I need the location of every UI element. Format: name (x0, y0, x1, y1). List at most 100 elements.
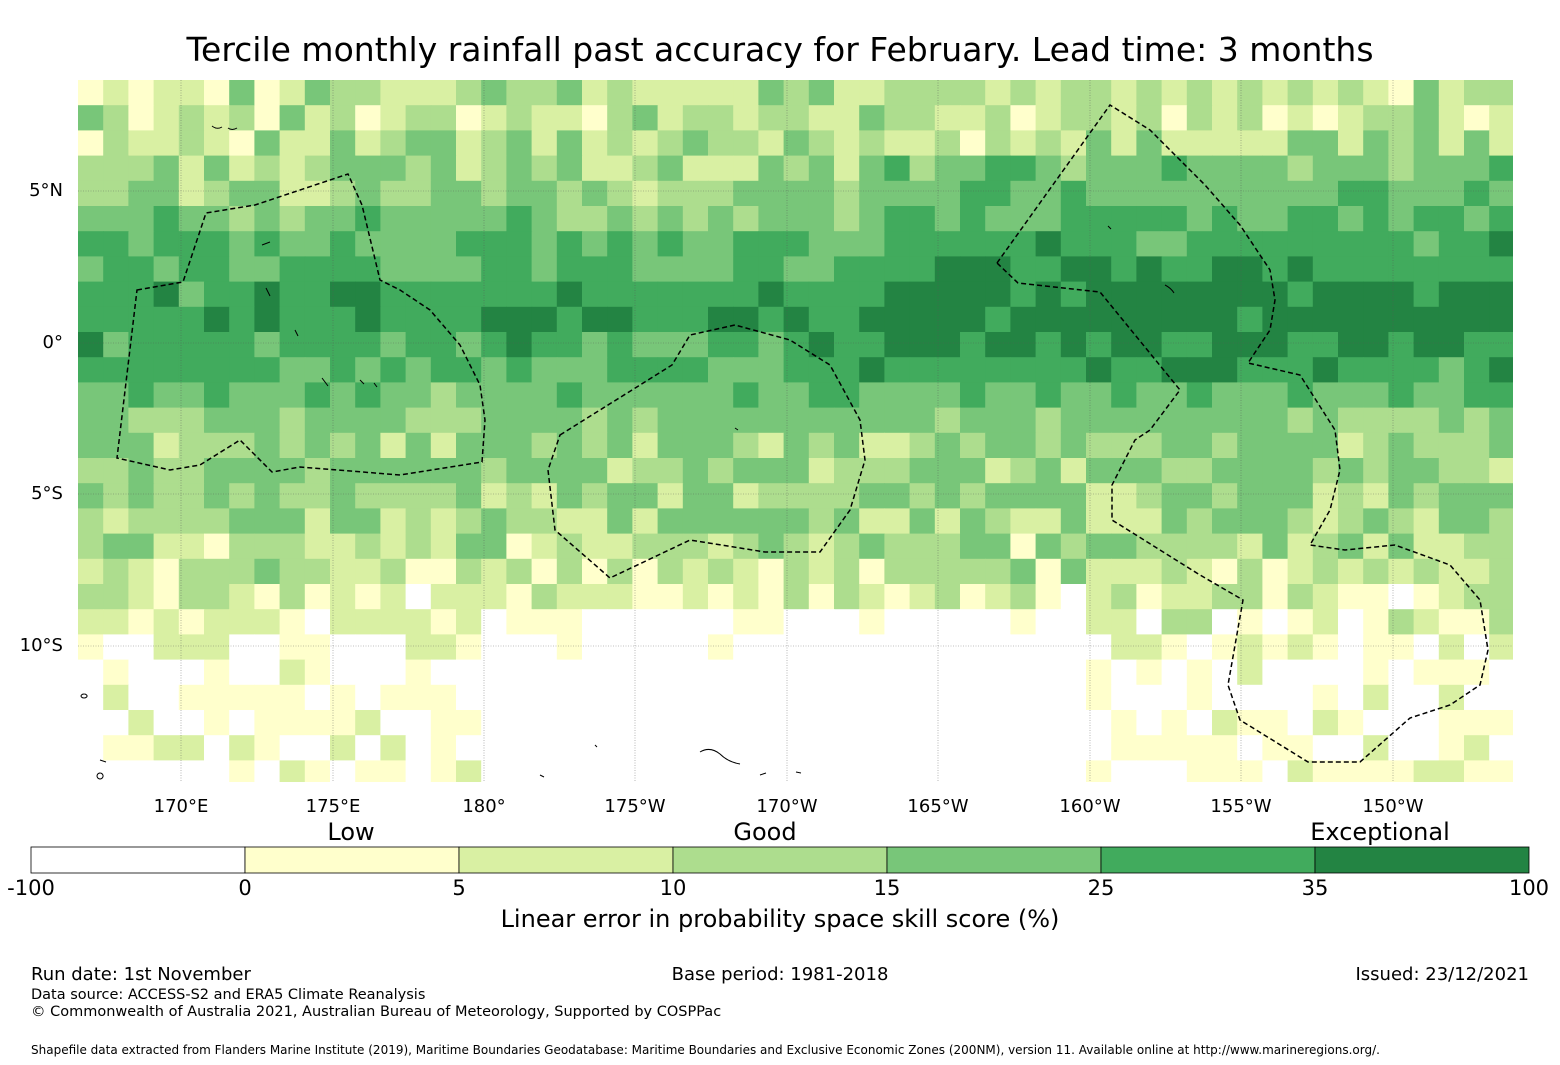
skill-cell (1111, 281, 1137, 308)
skill-cell (204, 609, 230, 635)
skill-cell (1312, 659, 1339, 686)
skill-cell (229, 508, 255, 535)
skill-cell (884, 634, 911, 661)
skill-cell (1086, 155, 1112, 182)
skill-cell (304, 558, 331, 585)
skill-cell (632, 558, 659, 585)
skill-cell (985, 710, 1011, 736)
skill-cell (204, 180, 230, 207)
skill-cell (1464, 357, 1490, 383)
skill-cell (153, 558, 180, 585)
skill-cell (682, 256, 709, 283)
skill-cell (708, 735, 734, 761)
skill-cell (808, 357, 835, 383)
skill-cell (1464, 407, 1490, 434)
skill-cell (279, 180, 306, 207)
skill-cell (355, 508, 381, 535)
skill-cell (506, 432, 533, 459)
skill-cell (78, 458, 104, 484)
skill-cell (405, 256, 432, 283)
skill-cell (960, 357, 986, 383)
skill-cell (1212, 180, 1238, 207)
lon-label-150w: 150°W (1362, 796, 1424, 817)
skill-cell (909, 382, 936, 409)
skill-cell (153, 659, 180, 686)
skill-cell (405, 180, 432, 207)
skill-cell (128, 206, 155, 232)
lon-label-180: 180° (462, 796, 506, 817)
skill-cell (128, 609, 155, 635)
skill-cell (834, 281, 860, 308)
skill-cell (607, 735, 633, 761)
skill-cell (153, 710, 180, 736)
skill-cell (1161, 684, 1188, 711)
skill-cell (103, 256, 129, 283)
skill-cell (960, 659, 986, 686)
skill-cell (1086, 458, 1112, 484)
skill-cell (1035, 760, 1062, 782)
skill-cell (1212, 584, 1238, 610)
skill-cell (178, 382, 205, 409)
skill-cell (405, 105, 432, 131)
lon-label-170e: 170°E (153, 796, 209, 817)
skill-cell (355, 407, 381, 434)
skill-cell (456, 80, 482, 106)
skill-cell (733, 432, 759, 459)
skill-cell (1438, 634, 1465, 661)
skill-cell (380, 483, 407, 509)
skill-cell (909, 332, 936, 358)
skill-cell (330, 432, 356, 459)
skill-cell (229, 533, 255, 560)
skill-cell (632, 407, 659, 434)
skill-cell (859, 735, 885, 761)
skill-cell (229, 256, 255, 283)
skill-cell (254, 80, 281, 106)
issued-date: Issued: 23/12/2021 (1355, 964, 1529, 985)
skill-cell (783, 483, 810, 509)
skill-cell (607, 407, 633, 434)
coastlines (80, 125, 1175, 780)
skill-cell (960, 256, 986, 283)
skill-cell (783, 130, 810, 157)
skill-cell (178, 130, 205, 157)
skill-cell (834, 735, 860, 761)
skill-cell (808, 206, 835, 232)
skill-cell (1489, 710, 1513, 736)
skill-cell (380, 382, 407, 409)
skill-cell (1438, 735, 1465, 761)
skill-cell (934, 508, 961, 535)
skill-cell (531, 634, 558, 661)
skill-cell (229, 105, 255, 131)
skill-cell (1035, 80, 1062, 106)
skill-cell (1413, 231, 1440, 257)
skill-cell (632, 508, 659, 535)
skill-cell (1186, 130, 1213, 157)
skill-cell (909, 407, 936, 434)
skill-cell (1388, 105, 1415, 131)
skill-cell (1161, 483, 1188, 509)
skill-cell (1388, 508, 1415, 535)
skill-cell (1388, 634, 1415, 661)
skill-cell (103, 80, 129, 106)
skill-cell (456, 558, 482, 585)
skill-cell (1287, 432, 1314, 459)
skill-cell (103, 533, 129, 560)
skill-cell (380, 256, 407, 283)
skill-cell (783, 659, 810, 686)
skill-cell (204, 483, 230, 509)
skill-cell (1186, 483, 1213, 509)
skill-cell (1287, 533, 1314, 560)
eez-boundary-tokelau-samoa (547, 324, 866, 579)
skill-cell (430, 634, 457, 661)
skill-cell (78, 659, 104, 686)
skill-cell (1338, 659, 1364, 686)
skill-cell (682, 432, 709, 459)
skill-cell (783, 634, 810, 661)
skill-cell (808, 130, 835, 157)
skill-cell (1388, 155, 1415, 182)
skill-cell (330, 483, 356, 509)
skill-cell (582, 206, 608, 232)
skill-cell (204, 735, 230, 761)
skill-cell (934, 584, 961, 610)
skill-cell (607, 458, 633, 484)
